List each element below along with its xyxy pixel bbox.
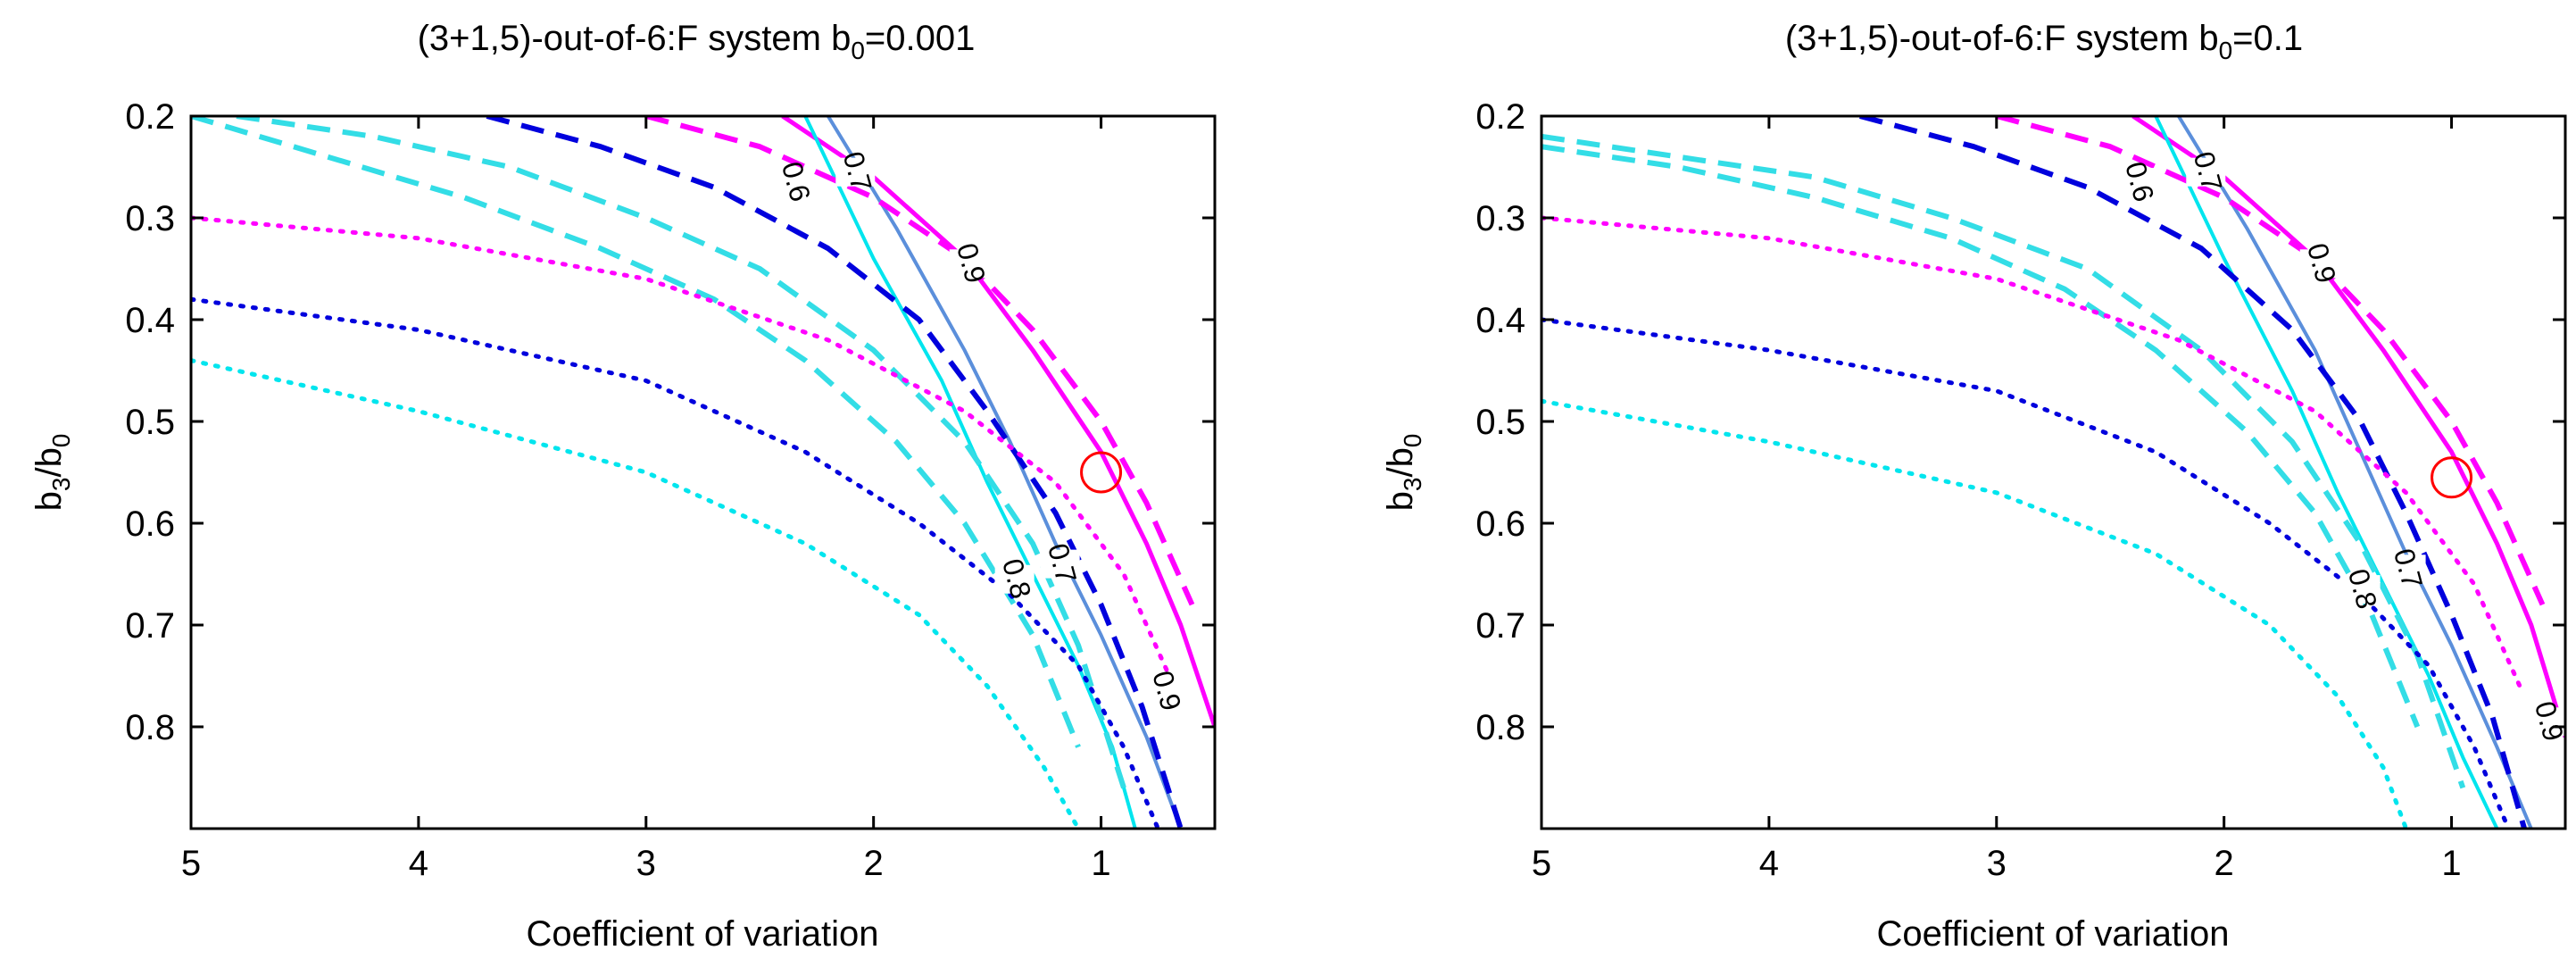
plot-area: 0.6 0.70.90.8 0.70.9 xyxy=(191,116,1215,829)
optimum-marker xyxy=(2431,456,2473,499)
series-line-magenta-solid xyxy=(781,116,1215,728)
x-tick-label: 2 xyxy=(864,844,884,883)
series-line-cyan-dash-lower xyxy=(1541,144,2421,729)
contour-label-bg xyxy=(1040,549,1080,579)
y-tick-label: 0.3 xyxy=(1475,199,1525,238)
optimum-marker xyxy=(1080,451,1123,494)
y-tick-label: 0.5 xyxy=(125,403,175,442)
y-tick-label: 0.2 xyxy=(125,97,175,137)
x-tick-label: 5 xyxy=(181,844,201,883)
contour-label-bg xyxy=(2117,168,2157,197)
contour-label-bg xyxy=(994,564,1035,594)
x-axis-label: Coefficient of variation xyxy=(1876,914,2229,954)
contour-label-bg xyxy=(949,249,989,279)
series-line-magenta-dot xyxy=(191,215,1172,679)
series-line-blue-dot xyxy=(191,296,1160,829)
contour-label-bg xyxy=(2299,249,2339,279)
chart-panel-left: (3+1,5)-out-of-6:F system b0=0.001 0.6 0.… xyxy=(29,19,1217,954)
y-axis-label: b3/b0 xyxy=(1381,434,1426,512)
chart-panel-right: (3+1,5)-out-of-6:F system b0=0.1 0.6 0.70… xyxy=(1381,19,2567,954)
chart-title: (3+1,5)-out-of-6:F system b0=0.1 xyxy=(1785,19,2303,64)
y-tick-label: 0.3 xyxy=(125,199,175,238)
contour-label-bg xyxy=(2527,707,2565,737)
y-tick-label: 0.6 xyxy=(1475,504,1525,544)
y-tick-label: 0.8 xyxy=(125,708,175,747)
x-tick-label: 2 xyxy=(2215,844,2234,883)
x-tick-label: 1 xyxy=(2441,844,2461,883)
contour-label-bg xyxy=(835,157,876,187)
series-line-blue-dash xyxy=(1859,116,2527,829)
y-tick-label: 0.2 xyxy=(1475,97,1525,137)
series-line-magenta-dot xyxy=(1541,215,2522,688)
x-tick-label: 3 xyxy=(1987,844,2007,883)
plot-frame xyxy=(1540,114,2567,830)
series-line-steelblue-solid xyxy=(2176,116,2533,829)
series-line-blue-dot xyxy=(1541,317,2511,829)
y-tick-label: 0.7 xyxy=(1475,606,1525,646)
x-tick-label: 3 xyxy=(636,844,656,883)
series-line-cyan-dot xyxy=(191,358,1081,829)
plot-frame xyxy=(189,114,1217,830)
x-axis-label: Coefficient of variation xyxy=(526,914,878,954)
series-line-steelblue-solid xyxy=(826,116,1183,829)
x-tick-label: 1 xyxy=(1091,844,1110,883)
contour-label-bg xyxy=(2386,554,2426,584)
y-tick-label: 0.8 xyxy=(1475,708,1525,747)
series-line-cyan-dash-upper xyxy=(1541,133,2466,789)
series-line-magenta-dash xyxy=(1996,116,2546,606)
chart-title: (3+1,5)-out-of-6:F system b0=0.001 xyxy=(418,19,976,64)
contour-label-bg xyxy=(1144,677,1184,706)
contour-label-bg xyxy=(2186,157,2226,187)
x-tick-label: 4 xyxy=(1759,844,1779,883)
series-line-cyan-dash-upper xyxy=(236,116,1126,789)
y-tick-label: 0.4 xyxy=(125,301,175,340)
x-tick-label: 5 xyxy=(1532,844,1551,883)
y-axis-label: b3/b0 xyxy=(29,434,75,512)
y-tick-label: 0.7 xyxy=(125,606,175,646)
y-tick-label: 0.6 xyxy=(125,504,175,544)
series-line-cyan-dot xyxy=(1541,398,2409,829)
series-line-cyan-dash-lower xyxy=(191,116,1081,748)
series-line-blue-dash xyxy=(486,116,1184,829)
y-tick-label: 0.5 xyxy=(1475,403,1525,442)
plot-area: 0.6 0.70.90.8 0.70.9 xyxy=(1541,116,2565,829)
contour-label-bg xyxy=(2340,575,2381,604)
series-line-magenta-solid xyxy=(2131,116,2565,738)
y-tick-label: 0.4 xyxy=(1475,301,1525,340)
contour-label-bg xyxy=(774,168,814,197)
series-line-magenta-dash xyxy=(645,116,1195,606)
x-tick-label: 4 xyxy=(409,844,428,883)
